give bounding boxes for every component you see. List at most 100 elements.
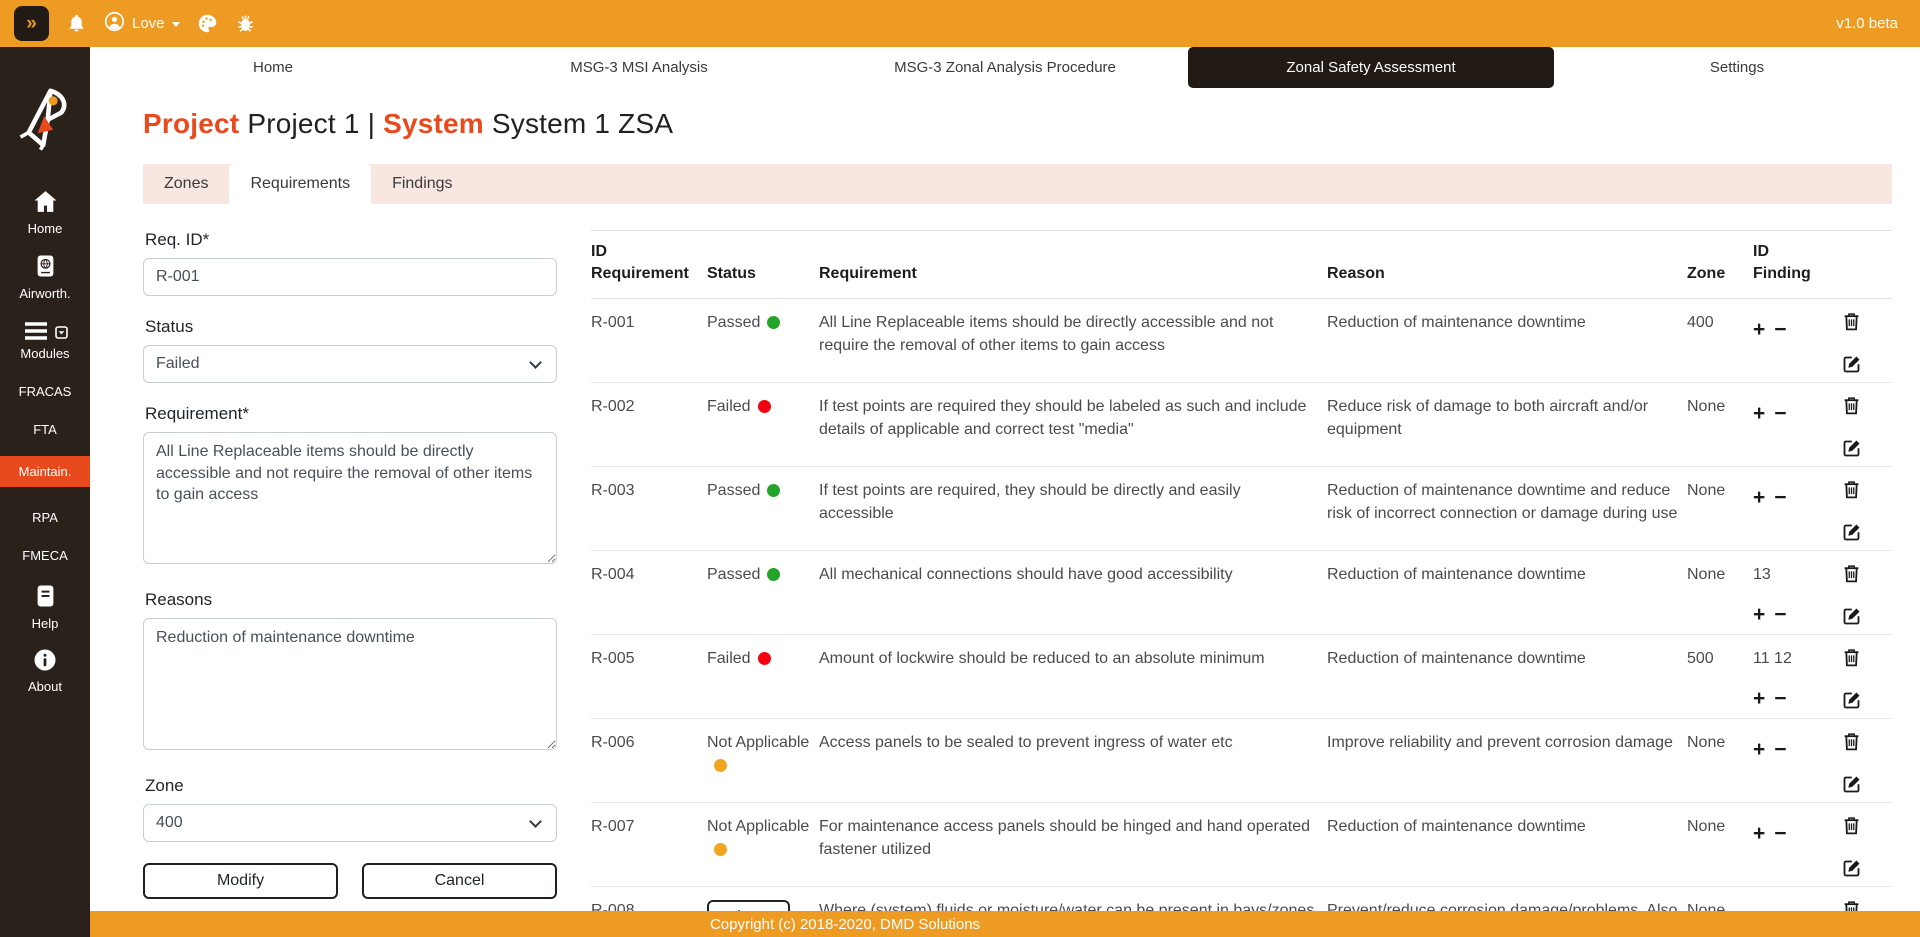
remove-finding-button[interactable]: − xyxy=(1774,402,1787,426)
req-id-input[interactable] xyxy=(143,258,557,296)
delete-row-button[interactable] xyxy=(1843,732,1860,751)
sidebar-item-help[interactable]: Help xyxy=(0,584,90,631)
modules-menu-icon xyxy=(23,321,68,341)
user-name: Love xyxy=(132,15,165,32)
edit-row-button[interactable] xyxy=(1843,775,1861,793)
cell-reason: Reduce risk of damage to both aircraft a… xyxy=(1327,398,1649,438)
status-dot xyxy=(714,842,727,856)
zone-select[interactable]: 400 xyxy=(143,804,557,842)
cell-zone: None xyxy=(1687,398,1726,416)
remove-finding-button[interactable]: − xyxy=(1774,486,1787,510)
reasons-textarea[interactable]: Reduction of maintenance downtime xyxy=(143,618,557,750)
topbar: » Love v1.0 beta xyxy=(0,0,1920,47)
tab-findings[interactable]: Findings xyxy=(392,175,453,192)
user-menu[interactable]: Love xyxy=(104,11,180,36)
debug-bug-icon[interactable] xyxy=(235,13,256,34)
add-finding-button[interactable]: + xyxy=(1753,318,1766,342)
theme-palette-icon[interactable] xyxy=(197,13,218,34)
cell-req-id: R-003 xyxy=(591,482,635,500)
info-icon xyxy=(34,649,56,674)
nav-tab-settings[interactable]: Settings xyxy=(1709,59,1765,76)
chevron-down-icon xyxy=(171,22,180,27)
chevron-down-icon xyxy=(529,814,542,828)
cell-findings: +− xyxy=(1753,480,1827,508)
cell-findings: 13 + − xyxy=(1753,566,1787,626)
table-row: R-003 Passed If test points are required… xyxy=(591,467,1892,552)
cell-req-id: R-002 xyxy=(591,398,635,416)
cell-requirement: If test points are required they should … xyxy=(819,398,1307,438)
cell-zone: None xyxy=(1687,566,1726,584)
edit-row-button[interactable] xyxy=(1843,439,1861,457)
cell-requirement: If test points are required, they should… xyxy=(819,482,1241,522)
edit-row-button[interactable] xyxy=(1843,355,1861,373)
notifications-bell-icon[interactable] xyxy=(66,13,87,34)
cell-reason: Reduction of maintenance downtime xyxy=(1327,566,1586,584)
cell-reason: Reduction of maintenance downtime xyxy=(1327,650,1586,668)
sidebar-item-rpa[interactable]: RPA xyxy=(32,510,58,525)
add-finding-button[interactable]: + xyxy=(1753,602,1766,626)
cell-status: Failed xyxy=(707,396,811,418)
sidebar-expand-button[interactable]: » xyxy=(14,6,49,41)
edit-row-button[interactable] xyxy=(1843,859,1861,877)
cell-zone: None xyxy=(1687,818,1726,836)
cell-zone: 400 xyxy=(1687,314,1714,332)
help-book-icon xyxy=(35,584,56,611)
requirement-textarea[interactable]: All Line Replaceable items should be dir… xyxy=(143,432,557,564)
nav-tab-msg3-zonal-analysis-procedure[interactable]: MSG-3 Zonal Analysis Procedure xyxy=(894,59,1116,76)
edit-row-button[interactable] xyxy=(1843,523,1861,541)
cell-requirement: Access panels to be sealed to prevent in… xyxy=(819,734,1233,752)
sidebar-item-airworthiness[interactable]: Airworth. xyxy=(0,254,90,301)
cell-findings: +− xyxy=(1753,312,1827,340)
add-finding-button[interactable]: + xyxy=(1753,486,1766,510)
status-dot xyxy=(757,400,771,414)
cell-status: Not Applicable xyxy=(707,816,811,861)
edit-row-button[interactable] xyxy=(1843,607,1861,625)
remove-finding-button[interactable]: − xyxy=(1774,738,1787,762)
remove-finding-button[interactable]: − xyxy=(1774,318,1787,342)
delete-row-button[interactable] xyxy=(1843,312,1860,331)
delete-row-button[interactable] xyxy=(1843,648,1860,667)
status-label: Status xyxy=(145,317,194,336)
add-finding-button[interactable]: + xyxy=(1753,738,1766,762)
modify-button[interactable]: Modify xyxy=(143,863,338,899)
tab-zones[interactable]: Zones xyxy=(164,175,209,192)
sidebar-item-home[interactable]: Home xyxy=(0,190,90,236)
remove-finding-button[interactable]: − xyxy=(1774,822,1787,846)
nav-tab-zonal-safety-assessment[interactable]: Zonal Safety Assessment xyxy=(1188,47,1554,88)
add-finding-button[interactable]: + xyxy=(1753,402,1766,426)
nav-tab-msg3-msi-analysis[interactable]: MSG-3 MSI Analysis xyxy=(570,59,708,76)
delete-row-button[interactable] xyxy=(1843,480,1860,499)
remove-finding-button[interactable]: − xyxy=(1774,686,1787,710)
cell-findings: +− xyxy=(1753,816,1827,844)
sidebar-item-fracas[interactable]: FRACAS xyxy=(18,384,72,399)
add-finding-button[interactable]: + xyxy=(1753,686,1766,710)
cell-status: Failed xyxy=(707,648,811,670)
cell-req-id: R-007 xyxy=(591,818,635,836)
cell-findings: 11 12 + − xyxy=(1753,650,1792,710)
delete-row-button[interactable] xyxy=(1843,396,1860,415)
edit-row-button[interactable] xyxy=(1843,691,1861,709)
subtabs: Zones Requirements Findings xyxy=(143,164,1892,204)
status-dot xyxy=(714,758,727,772)
delete-row-button[interactable] xyxy=(1843,564,1860,583)
table-row: R-007 Not Applicable For maintenance acc… xyxy=(591,803,1892,888)
status-select[interactable]: Failed xyxy=(143,345,557,383)
sidebar-item-modules[interactable]: Modules xyxy=(0,321,90,361)
add-finding-button[interactable]: + xyxy=(1753,822,1766,846)
header-reason: Reason xyxy=(1327,264,1385,282)
delete-row-button[interactable] xyxy=(1843,816,1860,835)
status-dot xyxy=(757,652,771,666)
tab-requirements[interactable]: Requirements xyxy=(229,164,372,204)
remove-finding-button[interactable]: − xyxy=(1774,602,1787,626)
cell-findings: +− xyxy=(1753,396,1827,424)
cell-req-id: R-001 xyxy=(591,314,635,332)
table-row: R-001 Passed All Line Replaceable items … xyxy=(591,299,1892,384)
cancel-button[interactable]: Cancel xyxy=(362,863,557,899)
sidebar-item-fta[interactable]: FTA xyxy=(33,422,57,437)
sidebar-item-maintain[interactable]: Maintain. xyxy=(0,456,90,487)
cell-reason: Improve reliability and prevent corrosio… xyxy=(1327,734,1673,752)
sidebar-item-about[interactable]: About xyxy=(0,649,90,694)
sidebar-item-fmeca[interactable]: FMECA xyxy=(22,548,68,563)
nav-tab-home[interactable]: Home xyxy=(252,59,293,76)
header-requirement: Requirement xyxy=(819,264,917,282)
